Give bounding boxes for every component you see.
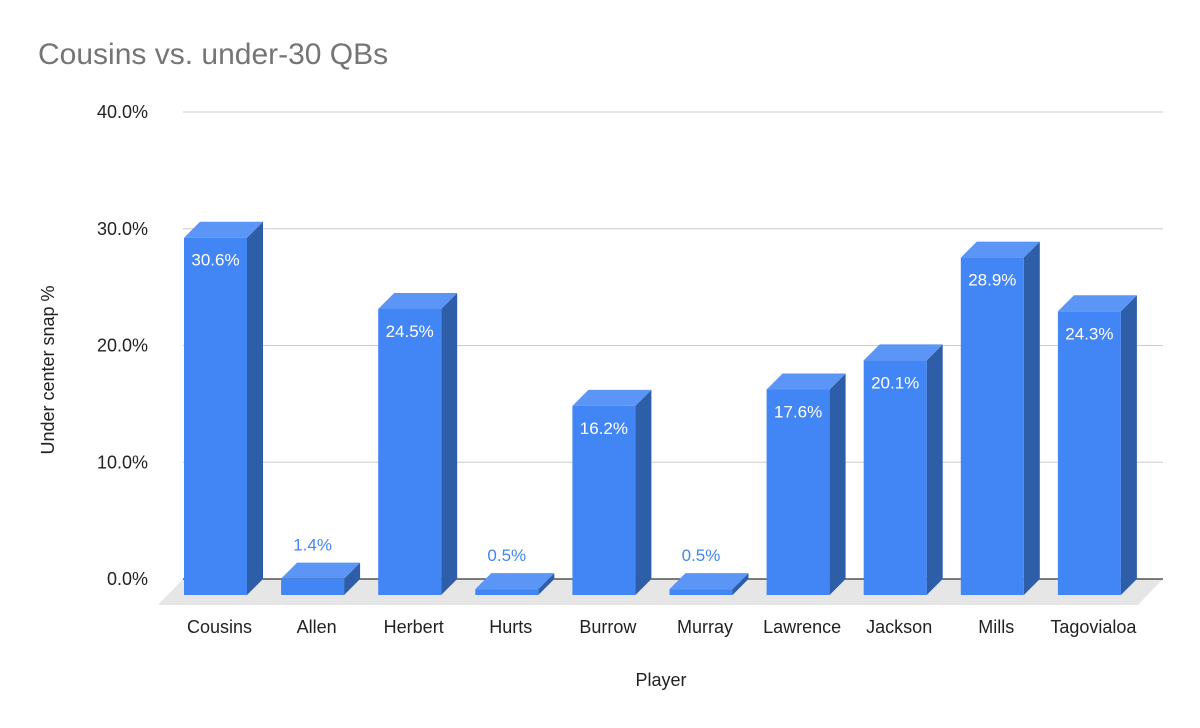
bar-front xyxy=(669,589,733,595)
bar-top xyxy=(766,373,846,390)
bar-lawrence: 17.6% xyxy=(766,373,846,595)
bar-side xyxy=(732,573,749,595)
x-axis-ticks: Cousins Allen Herbert Hurts Burrow Murray Lawr… xyxy=(187,617,1137,637)
bar-side xyxy=(1120,295,1137,595)
y-axis-title: Under center snap % xyxy=(38,285,58,454)
bar-top xyxy=(475,573,555,590)
bar-side xyxy=(926,344,943,595)
bar-top xyxy=(572,389,652,406)
y-axis-ticks: 0.0% 10.0% 20.0% 30.0% 40.0% xyxy=(97,102,148,589)
x-tick-label: Hurts xyxy=(489,617,532,637)
bar-front xyxy=(766,389,830,595)
bar-front xyxy=(1057,311,1121,595)
y-tick-label: 0.0% xyxy=(107,569,148,589)
bar-top xyxy=(184,221,263,238)
data-label: 17.6% xyxy=(774,403,822,422)
bar-front xyxy=(475,589,539,595)
x-tick-label: Herbert xyxy=(384,617,444,637)
data-label: 0.5% xyxy=(682,546,721,565)
data-label: 1.4% xyxy=(293,536,332,555)
bars: 30.6% 1.4% 24.5% 0.5% 16.2% 0.5% 17.6% 20.1% 28.… xyxy=(184,221,1137,595)
x-axis-title: Player xyxy=(635,670,686,690)
x-tick-label: Murray xyxy=(677,617,733,637)
chart-title: Cousins vs. under-30 QBs xyxy=(38,38,389,71)
bar-murray: 0.5% xyxy=(669,546,749,595)
x-tick-label: Lawrence xyxy=(763,617,841,637)
data-label: 28.9% xyxy=(968,271,1016,290)
bar-jackson: 20.1% xyxy=(863,344,943,595)
bar-tagovialoa: 24.3% xyxy=(1057,295,1137,595)
data-label: 24.3% xyxy=(1065,324,1113,343)
bar-hurts: 0.5% xyxy=(475,546,555,595)
bar-side xyxy=(441,292,458,595)
bar-top xyxy=(1057,295,1137,312)
data-label: 20.1% xyxy=(871,373,919,392)
bar-side xyxy=(538,573,555,595)
bar-front xyxy=(378,308,442,595)
bar-front xyxy=(184,237,247,595)
bar-burrow: 16.2% xyxy=(572,389,652,595)
bar-side xyxy=(635,389,652,595)
bar-side xyxy=(829,373,846,595)
x-tick-label: Jackson xyxy=(866,617,932,637)
bar-top xyxy=(281,562,361,579)
bar-side xyxy=(247,221,263,595)
x-tick-label: Tagovialoa xyxy=(1050,617,1137,637)
bar-top xyxy=(863,344,943,361)
bar-side xyxy=(344,562,361,595)
data-label: 24.5% xyxy=(386,322,434,341)
x-tick-label: Mills xyxy=(978,617,1014,637)
bar-herbert: 24.5% xyxy=(378,292,458,595)
x-tick-label: Allen xyxy=(297,617,337,637)
bar-allen: 1.4% xyxy=(281,536,361,595)
bar-top xyxy=(378,292,458,309)
y-tick-label: 40.0% xyxy=(97,102,148,122)
bar-cousins: 30.6% xyxy=(184,221,263,595)
bar-front xyxy=(960,257,1024,595)
data-label: 0.5% xyxy=(487,546,526,565)
bar-front xyxy=(572,405,636,595)
x-tick-label: Burrow xyxy=(579,617,637,637)
data-label: 16.2% xyxy=(580,419,628,438)
bar-front xyxy=(863,360,927,595)
data-label: 30.6% xyxy=(191,251,239,270)
bar-side xyxy=(1023,241,1040,595)
y-tick-label: 10.0% xyxy=(97,452,148,472)
bar-top xyxy=(669,573,749,590)
y-tick-label: 20.0% xyxy=(97,336,148,356)
y-tick-label: 30.0% xyxy=(97,219,148,239)
bar-front xyxy=(281,578,345,595)
bar-mills: 28.9% xyxy=(960,241,1040,595)
bar-top xyxy=(960,241,1040,258)
x-tick-label: Cousins xyxy=(187,617,252,637)
